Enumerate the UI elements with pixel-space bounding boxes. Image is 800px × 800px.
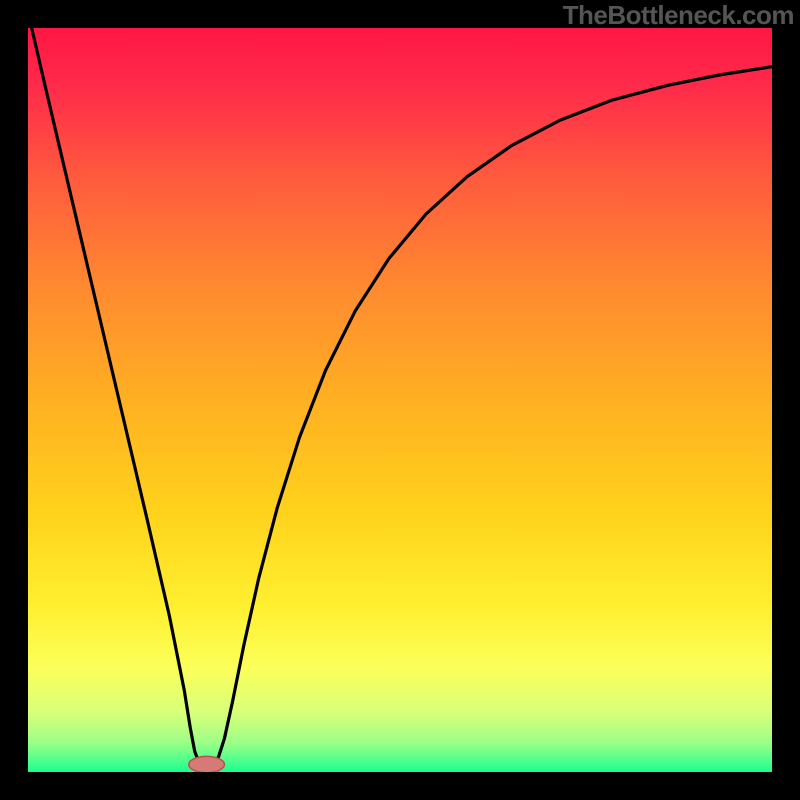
optimal-marker: [189, 756, 225, 772]
curve-svg: [28, 28, 772, 772]
watermark-text: TheBottleneck.com: [563, 0, 794, 31]
chart-stage: { "canvas": { "width": 800, "height": 80…: [0, 0, 800, 800]
bottleneck-curve: [32, 28, 772, 765]
plot-area: [28, 28, 772, 772]
